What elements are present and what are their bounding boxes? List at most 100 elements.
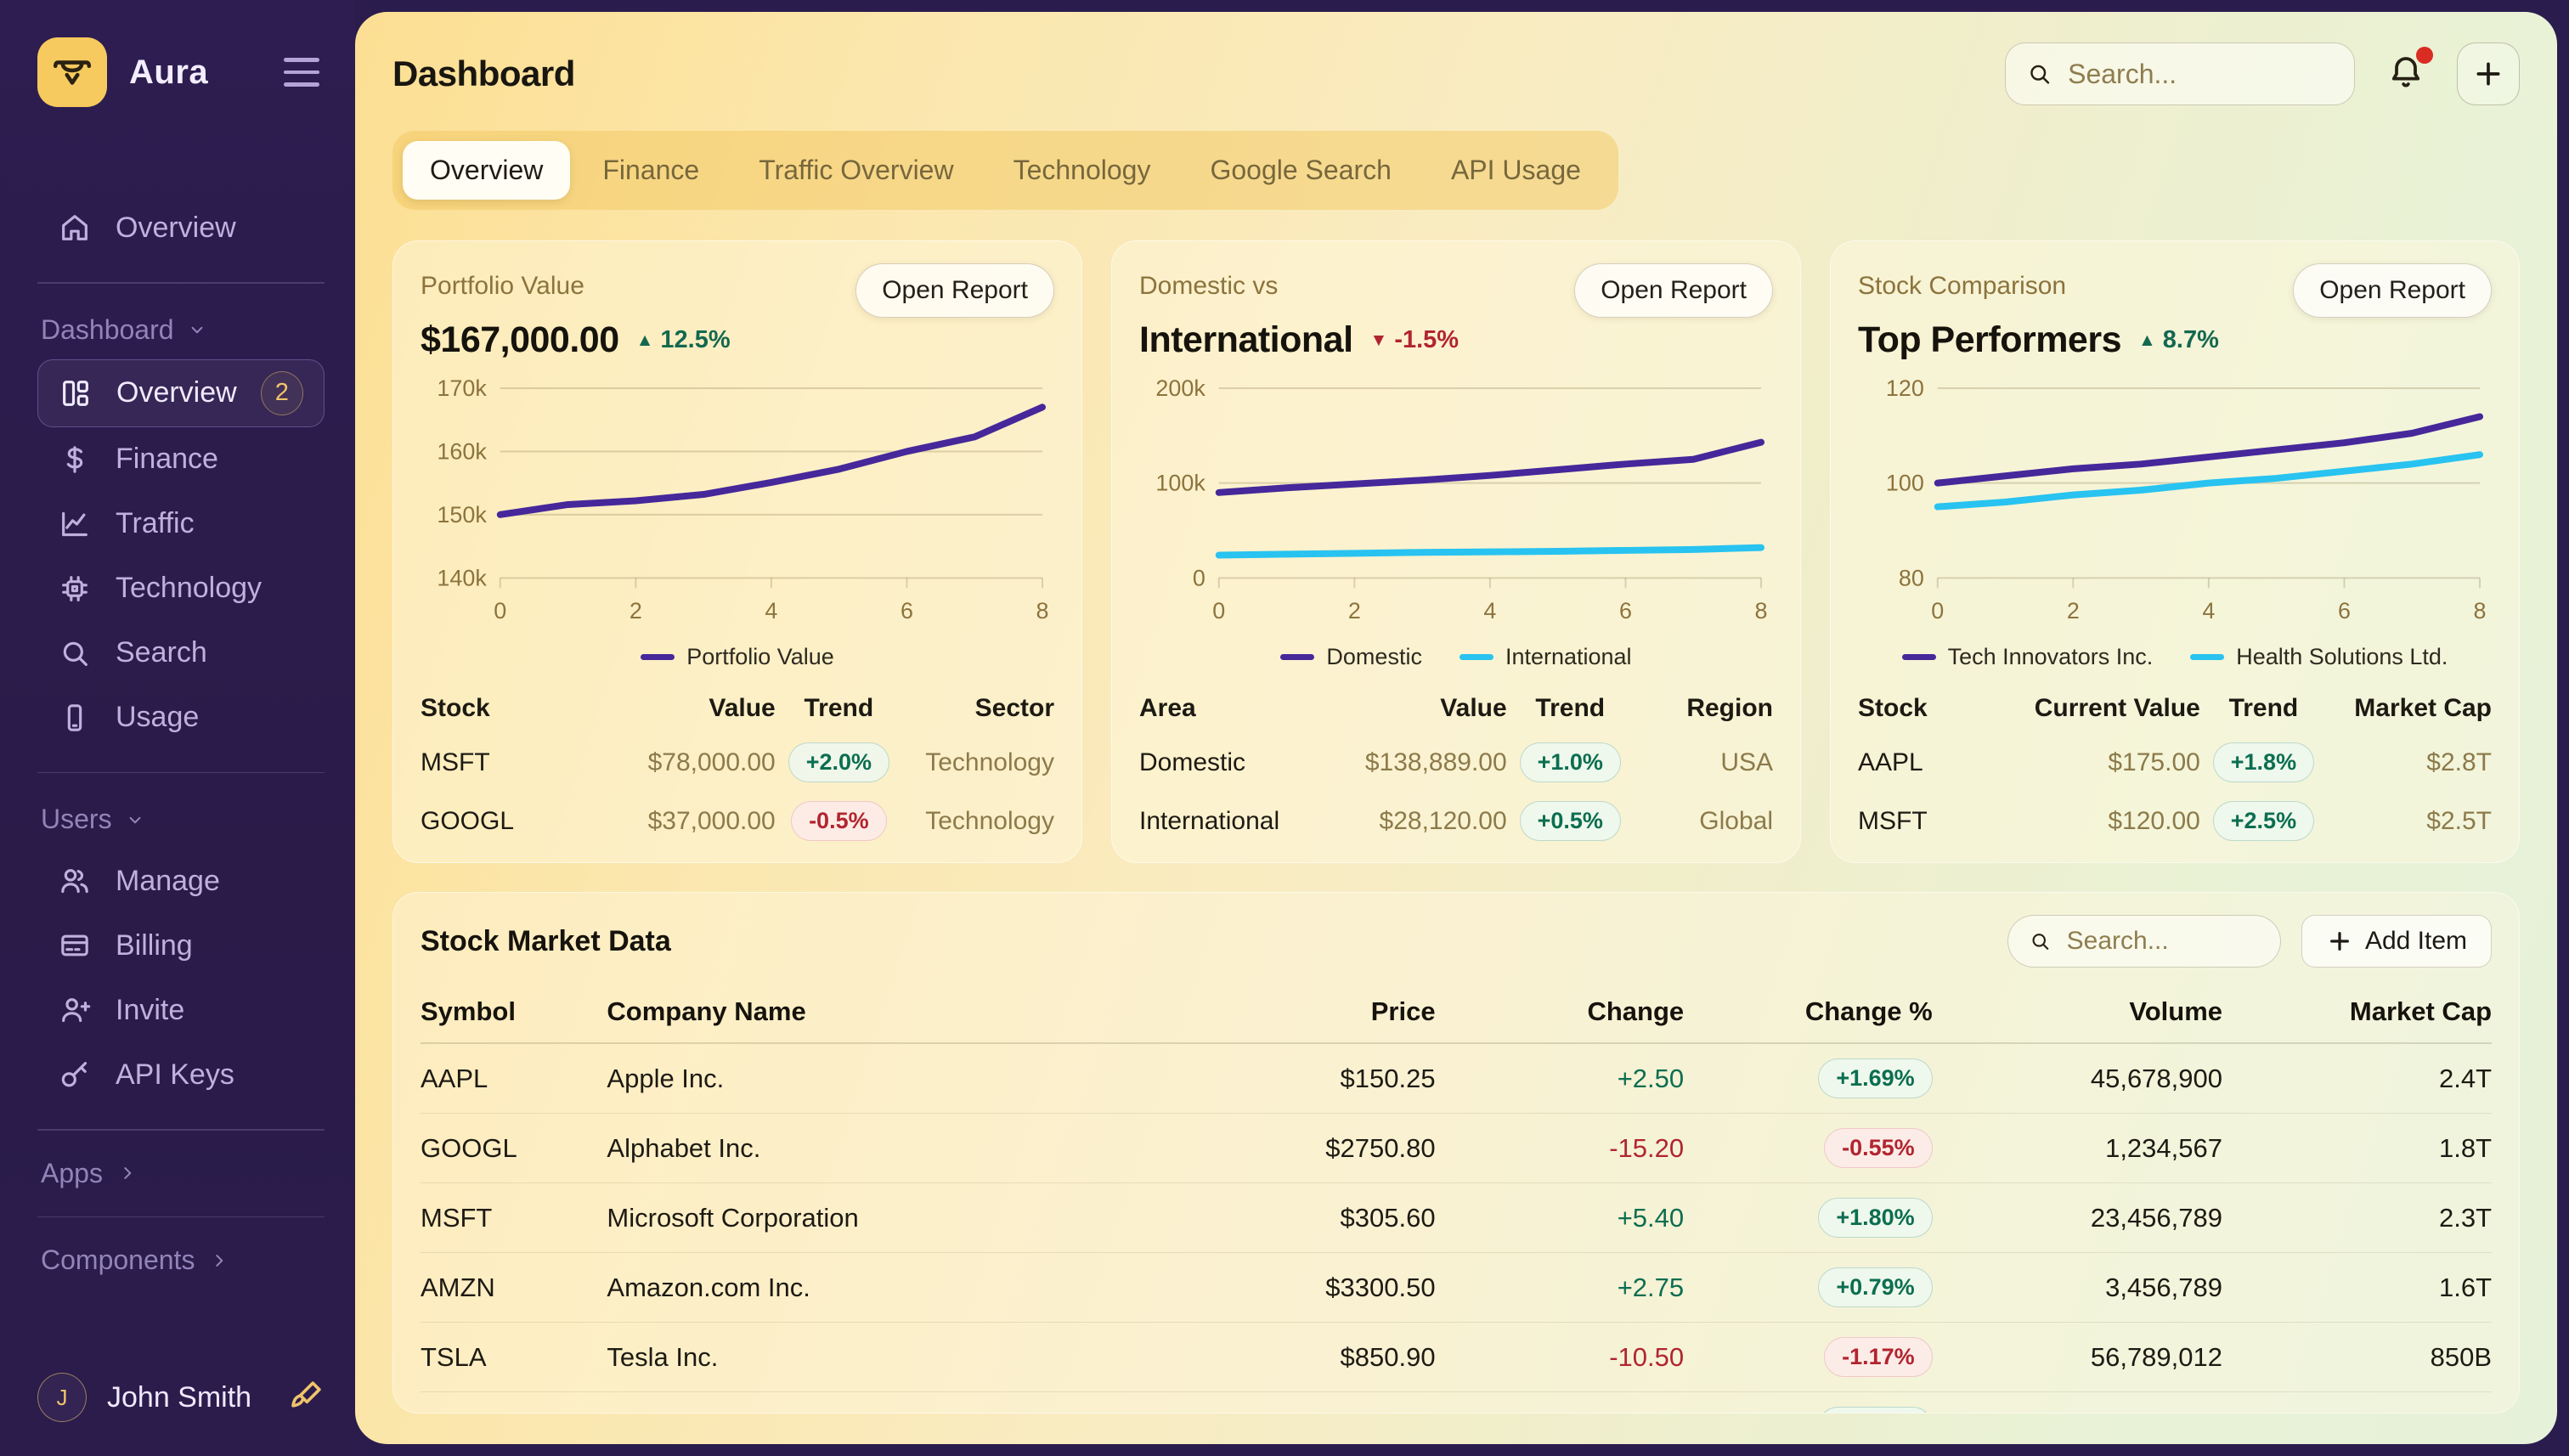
sidebar-section-dashboard[interactable]: Dashboard	[37, 314, 325, 346]
menu-toggle-icon[interactable]	[279, 53, 325, 92]
cell-extra: $2.8T	[2426, 748, 2492, 776]
cell-trend: +1.0%	[1507, 733, 1634, 792]
column-header: Price	[1187, 981, 1436, 1045]
chip-icon	[62, 575, 88, 601]
svg-text:8: 8	[1755, 598, 1768, 624]
svg-text:2: 2	[630, 598, 642, 624]
svg-text:6: 6	[901, 598, 913, 624]
table-search-input[interactable]	[2066, 927, 2260, 957]
sidebar-item-finance[interactable]: Finance	[37, 427, 325, 492]
svg-text:6: 6	[1619, 598, 1632, 624]
svg-text:140k: 140k	[437, 565, 487, 590]
cell-change: -15.20	[1435, 1113, 1685, 1184]
brand-row: Aura	[37, 37, 325, 107]
tab-api-usage[interactable]: API Usage	[1450, 155, 1581, 185]
cell-change-pct: +2.84%	[1684, 1391, 1933, 1414]
chevron-right-icon	[124, 1167, 132, 1179]
chart-legend: Tech Innovators Inc. Health Solutions Ltd…	[1858, 644, 2492, 670]
cell-market-cap: 2.4T	[2222, 1043, 2492, 1115]
add-new-button[interactable]	[2457, 42, 2520, 105]
sidebar-section-apps[interactable]: Apps	[37, 1153, 325, 1194]
cell-company: NVIDIA Corporation	[607, 1391, 1188, 1414]
cell-company: Amazon.com Inc.	[607, 1252, 1188, 1323]
card-mini-table: Area Value Trend Region Domestic $138,889…	[1139, 684, 1773, 850]
sidebar-item-traffic[interactable]: Traffic	[37, 492, 325, 556]
chart-legend: Domestic International	[1139, 644, 1773, 670]
sidebar-item-billing[interactable]: Billing	[37, 913, 325, 978]
sidebar-item-overview-top[interactable]: Overview	[37, 195, 325, 260]
trend-pill: -0.5%	[791, 801, 887, 842]
card-mini-table: Stock Value Trend Sector MSFT $78,000.00 +…	[421, 684, 1054, 850]
section-label-text: Users	[41, 804, 112, 834]
table-body: AAPL Apple Inc. $150.25 +2.50 +1.69% 45,678,9…	[421, 1043, 2492, 1414]
sidebar-item-technology[interactable]: Technology	[37, 556, 325, 621]
cell-symbol: AAPL	[421, 1043, 607, 1115]
sidebar-item-overview[interactable]: Overview 2	[37, 358, 325, 427]
mini-table-row: GOOGL $37,000.00 -0.5% Technology	[421, 792, 1054, 850]
sidebar-section-components[interactable]: Components	[37, 1239, 325, 1281]
tab-finance[interactable]: Finance	[602, 155, 700, 185]
cell-company: Apple Inc.	[607, 1043, 1188, 1115]
delta-down-icon: ▼	[1369, 330, 1388, 350]
table-row[interactable]: GOOGL Alphabet Inc. $2750.80 -15.20 -0.55% 1,…	[421, 1113, 2492, 1184]
cell-label: MSFT	[1858, 806, 1928, 835]
theme-brush-icon[interactable]	[285, 1378, 325, 1417]
home-icon	[62, 215, 88, 240]
sidebar-item-search[interactable]: Search	[37, 621, 325, 686]
table-search[interactable]	[2007, 915, 2281, 968]
sidebar-item-manage[interactable]: Manage	[37, 849, 325, 913]
trend-pill: +0.5%	[1519, 801, 1621, 842]
cell-company: Alphabet Inc.	[607, 1113, 1188, 1184]
tab-traffic-overview[interactable]: Traffic Overview	[759, 155, 954, 185]
cell-company: Tesla Inc.	[607, 1322, 1188, 1393]
column-header: Market Cap	[2222, 981, 2492, 1045]
column-header: Value	[1440, 694, 1507, 723]
mini-table-row: AAPL $175.00 +1.8% $2.8T	[1858, 733, 2492, 792]
table-row[interactable]: TSLA Tesla Inc. $850.90 -10.50 -1.17% 56,789,…	[421, 1322, 2492, 1393]
sidebar: Aura Overview Dashboard Overview 2 Finan…	[0, 0, 355, 1456]
bull-icon	[53, 60, 92, 85]
sidebar-item-api-keys[interactable]: API Keys	[37, 1042, 325, 1107]
legend-dash-icon	[1280, 654, 1315, 661]
cell-change: +5.40	[1435, 1182, 1685, 1254]
open-report-button[interactable]: Open Report	[855, 263, 1054, 318]
legend-item: Tech Innovators Inc.	[1901, 644, 2153, 670]
sidebar-section-users[interactable]: Users	[37, 804, 325, 835]
global-search[interactable]	[2005, 42, 2355, 105]
legend-dash-icon	[1459, 654, 1493, 661]
sidebar-item-invite[interactable]: Invite	[37, 978, 325, 1042]
open-report-button[interactable]: Open Report	[2293, 263, 2492, 318]
table-row[interactable]: AAPL Apple Inc. $150.25 +2.50 +1.69% 45,678,9…	[421, 1043, 2492, 1115]
table-row[interactable]: AMZN Amazon.com Inc. $3300.50 +2.75 +0.79% 3,…	[421, 1252, 2492, 1323]
cell-symbol: MSFT	[421, 1182, 607, 1254]
tab-overview[interactable]: Overview	[403, 141, 571, 200]
cell-trend: +2.5%	[2200, 792, 2327, 850]
table-row[interactable]: MSFT Microsoft Corporation $305.60 +5.40 +1.…	[421, 1182, 2492, 1254]
cell-value: $138,889.00	[1364, 748, 1507, 776]
tab-technology[interactable]: Technology	[1013, 155, 1151, 185]
table-row[interactable]: NVDANVIDIA Corporation$450.30+12.45 +2.84…	[421, 1391, 2492, 1414]
column-header: Region	[1686, 694, 1773, 723]
mini-table-row: Domestic $138,889.00 +1.0% USA	[1139, 733, 1773, 792]
sidebar-divider	[37, 771, 325, 773]
notifications-button[interactable]	[2379, 45, 2433, 104]
cell-change-pct: +1.80%	[1684, 1182, 1933, 1254]
sidebar-item-label: Finance	[116, 443, 218, 475]
app-logo[interactable]	[37, 37, 107, 107]
open-report-button[interactable]: Open Report	[1574, 263, 1773, 318]
sidebar-item-usage[interactable]: Usage	[37, 686, 325, 750]
trend-pill: +1.8%	[2212, 742, 2315, 783]
cell-value: $120.00	[2108, 806, 2200, 835]
search-input[interactable]	[2068, 58, 2334, 90]
sidebar-divider	[37, 1129, 325, 1131]
tab-google-search[interactable]: Google Search	[1210, 155, 1392, 185]
avatar: J	[37, 1373, 87, 1422]
card-domestic-international: Domestic vs Open Report International ▼ -…	[1111, 240, 1801, 864]
svg-text:8: 8	[1036, 598, 1049, 624]
overview-badge: 2	[260, 370, 303, 415]
user-profile[interactable]: J John Smith	[37, 1373, 325, 1422]
cell-extra: Technology	[925, 806, 1054, 835]
add-item-button[interactable]: Add Item	[2301, 915, 2492, 968]
mini-table-row: International $28,120.00 +0.5% Global	[1139, 792, 1773, 850]
delta-badge: ▼ -1.5%	[1369, 326, 1460, 353]
